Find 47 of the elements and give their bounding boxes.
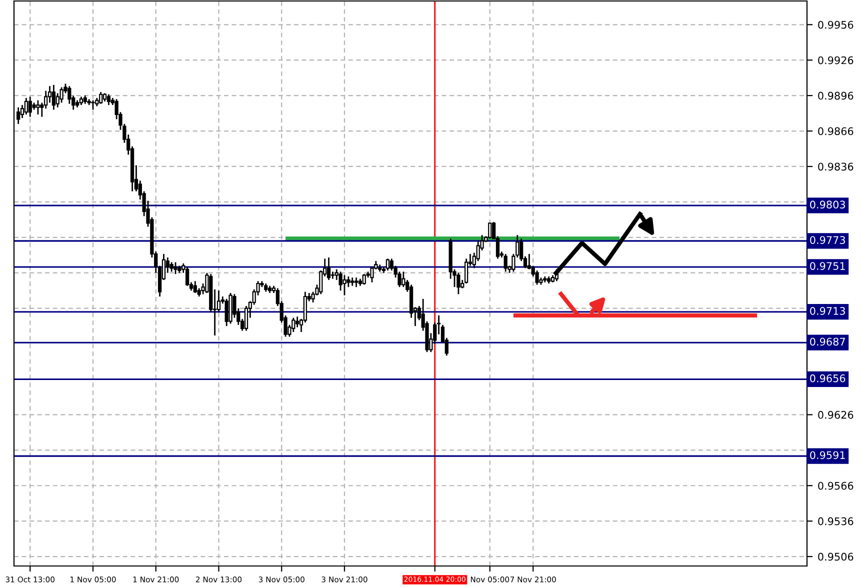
candlestick [170, 262, 174, 272]
ref-line-label: 0.9591 [810, 451, 845, 460]
y-tick-label: 0.9566 [818, 482, 854, 490]
candlestick [36, 100, 40, 116]
candlestick [402, 270, 406, 288]
y-tick-label: 0.9926 [818, 56, 854, 64]
y-tick-label: 0.9536 [818, 517, 854, 526]
candlestick [292, 317, 296, 333]
y-tick-label: 0.9896 [818, 92, 854, 100]
candlestick [338, 270, 342, 292]
candlestick [224, 298, 228, 327]
candlestick [354, 276, 358, 288]
candlestick [28, 96, 32, 118]
candlestick [244, 305, 248, 332]
ref-line-label: 0.9803 [810, 200, 845, 209]
y-tick-label: 0.9626 [818, 410, 854, 419]
candlestick [330, 270, 335, 280]
candlestick [504, 253, 508, 272]
candlestick [91, 100, 95, 110]
candlestick [174, 262, 178, 275]
candlestick [456, 272, 460, 295]
candlestick [106, 94, 111, 106]
ref-line-label: 0.9751 [810, 262, 845, 270]
candlestick [185, 266, 190, 287]
y-tick-label: 0.9506 [818, 552, 854, 561]
candlestick [99, 91, 103, 105]
candlestick [16, 106, 20, 125]
candlestick [362, 273, 366, 286]
candlestick [52, 84, 56, 110]
candlestick [342, 274, 346, 296]
y-tick-label: 0.9836 [818, 162, 854, 171]
candlestick [488, 222, 492, 240]
candlestick [346, 276, 350, 288]
candlestick [24, 97, 28, 116]
candlestick [193, 280, 197, 294]
candlestick [296, 316, 300, 328]
candlestick [464, 258, 468, 284]
ref-line-label: 0.9713 [810, 307, 845, 315]
ref-line-label: 0.9687 [810, 338, 845, 346]
y-tick-label: 0.9866 [818, 127, 854, 136]
ref-line-label: 0.9656 [810, 374, 846, 382]
candlestick [326, 256, 331, 281]
ref-line-label: 0.9773 [810, 236, 845, 244]
y-tick-label: 0.9956 [818, 20, 854, 29]
candlestick [535, 270, 539, 286]
candlestick [60, 86, 64, 104]
candlestick [386, 258, 390, 272]
